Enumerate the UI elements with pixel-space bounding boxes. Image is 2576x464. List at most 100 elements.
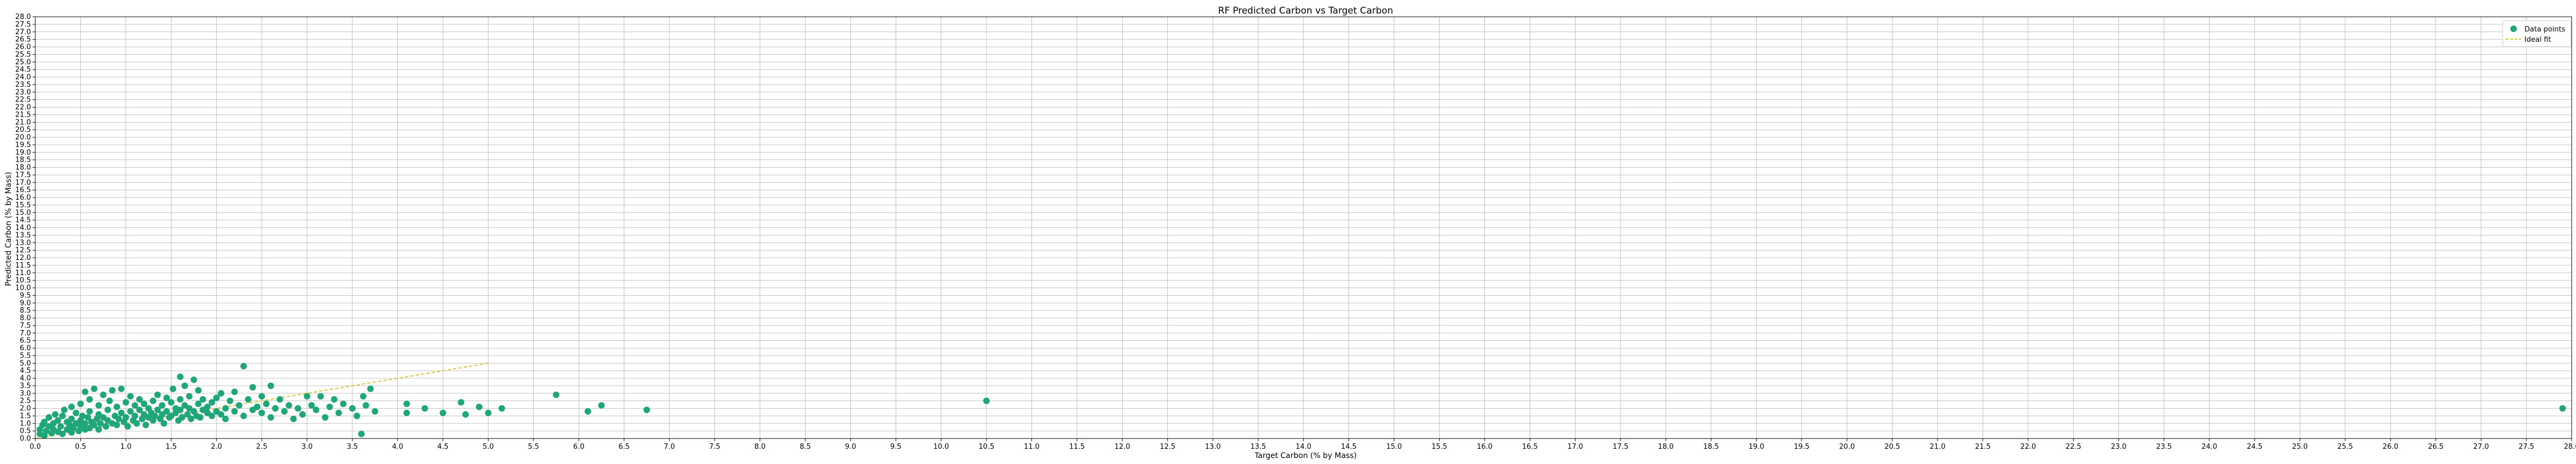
data-point — [41, 418, 48, 425]
y-tick-label: 23.5 — [15, 81, 31, 89]
x-tick-label: 24.5 — [2247, 443, 2263, 451]
y-tick-label: 5.5 — [20, 352, 31, 360]
data-point — [176, 373, 183, 380]
y-tick-label: 19.5 — [15, 141, 31, 149]
x-tick-label: 23.5 — [2156, 443, 2172, 451]
y-tick-label: 14.0 — [15, 224, 31, 232]
data-point — [68, 403, 75, 410]
y-tick-label: 26.5 — [15, 36, 31, 44]
data-point — [199, 396, 206, 403]
data-point — [340, 401, 347, 408]
x-tick-label: 21.0 — [1930, 443, 1946, 451]
data-point — [160, 420, 167, 427]
data-point — [218, 390, 225, 397]
data-point — [57, 423, 64, 430]
x-tick-label: 26.5 — [2428, 443, 2444, 451]
data-point — [204, 403, 211, 410]
x-tick-label: 10.5 — [979, 443, 995, 451]
y-tick-label: 17.0 — [15, 179, 31, 187]
x-tick-label: 17.5 — [1613, 443, 1629, 451]
x-tick-label: 27.0 — [2473, 443, 2489, 451]
data-point — [294, 405, 301, 412]
data-point — [643, 406, 650, 414]
y-tick-label: 12.0 — [15, 254, 31, 262]
data-point — [2559, 405, 2566, 412]
data-point — [263, 401, 270, 408]
data-point — [81, 420, 88, 427]
data-point — [349, 405, 356, 412]
x-tick-label: 8.0 — [755, 443, 766, 451]
data-point — [124, 423, 131, 430]
y-tick-label: 5.0 — [20, 359, 31, 367]
data-point — [281, 408, 288, 415]
data-point — [109, 387, 116, 394]
data-point — [231, 408, 238, 415]
data-point — [272, 405, 279, 412]
y-tick-label: 14.5 — [15, 217, 31, 225]
data-point — [240, 412, 247, 419]
data-point — [154, 406, 161, 414]
y-tick-label: 15.0 — [15, 209, 31, 217]
data-point — [360, 393, 367, 400]
data-point — [187, 415, 194, 422]
x-tick-label: 9.5 — [890, 443, 902, 451]
x-tick-label: 7.5 — [709, 443, 720, 451]
data-point — [197, 414, 204, 421]
x-tick-label: 24.0 — [2201, 443, 2217, 451]
data-point — [122, 414, 129, 421]
y-tick-label: 19.0 — [15, 149, 31, 157]
x-axis-ticks: 0.0 0.5 1.0 1.5 2.0 2.5 3.0 3.5 4.0 4.5 5.0 5.5 6.0 6… — [30, 438, 2576, 451]
y-tick-label: 20.5 — [15, 126, 31, 134]
x-tick-label: 3.0 — [301, 443, 313, 451]
x-tick-label: 2.5 — [256, 443, 268, 451]
data-point — [118, 385, 125, 392]
data-point — [151, 412, 159, 419]
x-tick-label: 18.0 — [1658, 443, 1674, 451]
data-point — [61, 406, 68, 414]
x-tick-label: 22.0 — [2020, 443, 2036, 451]
x-tick-label: 20.5 — [1884, 443, 1900, 451]
y-tick-label: 3.0 — [20, 390, 31, 398]
data-point — [462, 411, 469, 418]
y-tick-label: 7.5 — [20, 322, 31, 330]
data-point — [100, 391, 107, 398]
data-point — [195, 401, 202, 408]
data-point — [208, 399, 216, 406]
y-tick-label: 25.0 — [15, 58, 31, 66]
y-tick-label: 2.0 — [20, 405, 31, 413]
data-point — [439, 409, 446, 416]
legend-marker-data-points — [2510, 26, 2517, 32]
data-point — [91, 385, 98, 392]
data-point — [222, 415, 229, 422]
data-point — [77, 401, 84, 408]
y-tick-label: 4.0 — [20, 374, 31, 383]
data-point — [159, 402, 166, 409]
x-tick-label: 22.5 — [2066, 443, 2081, 451]
data-point — [240, 363, 247, 370]
data-point — [149, 397, 156, 404]
data-point — [59, 412, 66, 419]
data-point — [113, 403, 121, 410]
data-point — [308, 402, 315, 409]
data-point — [86, 408, 93, 415]
y-tick-label: 18.5 — [15, 156, 31, 164]
y-tick-label: 22.0 — [15, 104, 31, 112]
y-tick-label: 4.5 — [20, 367, 31, 375]
y-tick-label: 24.0 — [15, 73, 31, 81]
data-point — [353, 412, 360, 419]
data-point — [176, 406, 183, 414]
data-point — [983, 397, 990, 404]
x-tick-label: 20.0 — [1839, 443, 1855, 451]
y-tick-label: 16.0 — [15, 194, 31, 202]
x-tick-label: 13.5 — [1250, 443, 1266, 451]
y-tick-label: 1.5 — [20, 412, 31, 420]
legend: Data points Ideal fit — [2502, 20, 2572, 47]
y-tick-label: 8.5 — [20, 307, 31, 315]
y-tick-label: 0.5 — [20, 427, 31, 435]
legend-box — [2502, 20, 2572, 47]
x-tick-label: 11.0 — [1024, 443, 1040, 451]
x-tick-label: 3.5 — [347, 443, 358, 451]
data-point — [186, 393, 193, 400]
x-tick-label: 0.5 — [75, 443, 86, 451]
x-tick-label: 26.0 — [2383, 443, 2398, 451]
